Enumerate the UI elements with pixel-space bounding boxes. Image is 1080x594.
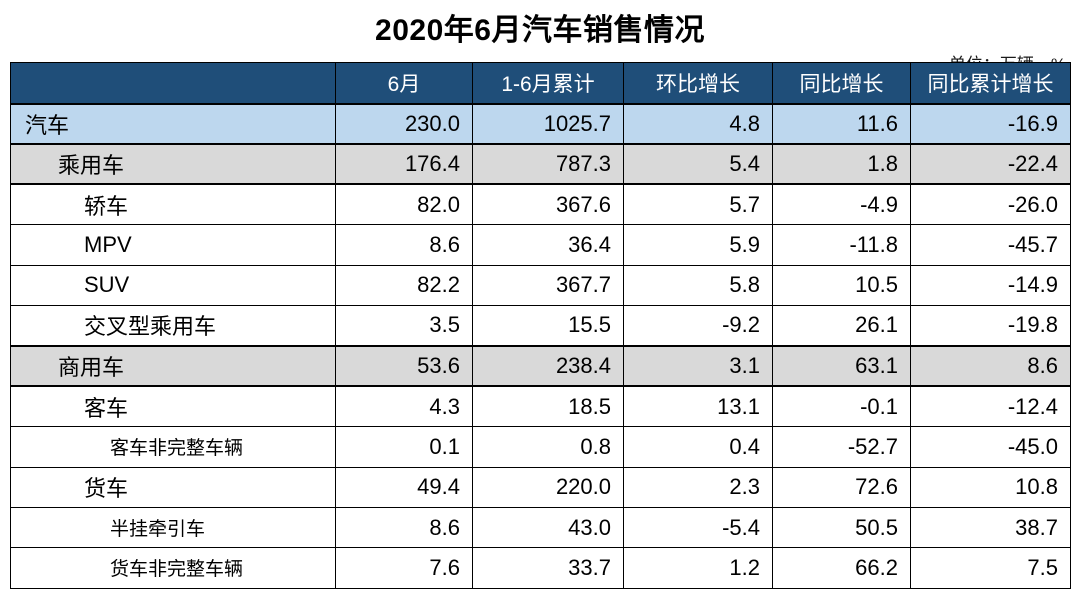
value-cell: 82.2: [335, 264, 473, 306]
value-cell: 5.9: [623, 224, 773, 266]
value-cell: 5.7: [623, 183, 773, 226]
value-cell: -9.2: [623, 304, 773, 347]
sales-table: 6月 1-6月累计 环比增长 同比增长 同比累计增长 汽车 230.0 1025…: [10, 62, 1071, 589]
value-cell: -19.8: [910, 304, 1071, 347]
table-row-mpv: MPV 8.6 36.4 5.9 -11.8 -45.7: [10, 224, 1071, 266]
value-cell: 72.6: [772, 466, 911, 508]
column-header-yoy-growth: 同比增长: [772, 62, 911, 104]
value-cell: 4.8: [623, 102, 773, 145]
value-cell: -11.8: [772, 224, 911, 266]
table-body: 汽车 230.0 1025.7 4.8 11.6 -16.9 乘用车 176.4…: [10, 102, 1071, 589]
value-cell: 26.1: [772, 304, 911, 347]
value-cell: 787.3: [472, 142, 624, 186]
table-row-passenger-vehicles: 乘用车 176.4 787.3 5.4 1.8 -22.4: [10, 142, 1071, 186]
value-cell: 10.8: [910, 466, 1071, 508]
value-cell: -12.4: [910, 385, 1071, 428]
value-cell: 230.0: [335, 102, 473, 145]
column-header-cumulative: 1-6月累计: [472, 62, 624, 104]
value-cell: 8.6: [335, 506, 473, 549]
value-cell: 238.4: [472, 344, 624, 388]
value-cell: -22.4: [910, 142, 1071, 186]
value-cell: 2.3: [623, 466, 773, 508]
row-label-cell: 乘用车: [10, 142, 336, 186]
column-header-mom-growth: 环比增长: [623, 62, 773, 104]
row-label-cell: SUV: [10, 264, 336, 306]
value-cell: 367.7: [472, 264, 624, 306]
value-cell: 15.5: [472, 304, 624, 347]
value-cell: 43.0: [472, 506, 624, 549]
value-cell: 7.6: [335, 547, 473, 589]
value-cell: 367.6: [472, 183, 624, 226]
table-row-autos-total: 汽车 230.0 1025.7 4.8 11.6 -16.9: [10, 102, 1071, 145]
value-cell: 82.0: [335, 183, 473, 226]
value-cell: 1.2: [623, 547, 773, 589]
row-label-cell: 半挂牵引车: [10, 506, 336, 549]
value-cell: 8.6: [910, 344, 1071, 388]
row-label-cell: MPV: [10, 224, 336, 266]
value-cell: -5.4: [623, 506, 773, 549]
value-cell: 38.7: [910, 506, 1071, 549]
value-cell: -14.9: [910, 264, 1071, 306]
value-cell: 4.3: [335, 385, 473, 428]
row-label-cell: 汽车: [10, 102, 336, 145]
row-label-cell: 货车非完整车辆: [10, 547, 336, 589]
value-cell: 66.2: [772, 547, 911, 589]
value-cell: 49.4: [335, 466, 473, 508]
table-row-truck: 货车 49.4 220.0 2.3 72.6 10.8: [10, 466, 1071, 508]
value-cell: 36.4: [472, 224, 624, 266]
table-row-truck-incomplete: 货车非完整车辆 7.6 33.7 1.2 66.2 7.5: [10, 547, 1071, 589]
column-header-blank: [10, 62, 336, 104]
value-cell: -45.7: [910, 224, 1071, 266]
value-cell: 18.5: [472, 385, 624, 428]
value-cell: -4.9: [772, 183, 911, 226]
value-cell: 5.8: [623, 264, 773, 306]
value-cell: 50.5: [772, 506, 911, 549]
value-cell: 3.1: [623, 344, 773, 388]
table-row-suv: SUV 82.2 367.7 5.8 10.5 -14.9: [10, 264, 1071, 306]
page-title: 2020年6月汽车销售情况: [375, 14, 705, 47]
row-label-cell: 客车: [10, 385, 336, 428]
row-label-cell: 商用车: [10, 344, 336, 388]
value-cell: 3.5: [335, 304, 473, 347]
table-row-bus-incomplete: 客车非完整车辆 0.1 0.8 0.4 -52.7 -45.0: [10, 426, 1071, 468]
value-cell: 13.1: [623, 385, 773, 428]
value-cell: 220.0: [472, 466, 624, 508]
value-cell: 5.4: [623, 142, 773, 186]
value-cell: -52.7: [772, 426, 911, 468]
table-header: 6月 1-6月累计 环比增长 同比增长 同比累计增长: [10, 62, 1071, 104]
column-header-yoy-cumulative-growth: 同比累计增长: [910, 62, 1071, 104]
value-cell: 53.6: [335, 344, 473, 388]
value-cell: -45.0: [910, 426, 1071, 468]
value-cell: -0.1: [772, 385, 911, 428]
value-cell: 8.6: [335, 224, 473, 266]
row-label-cell: 轿车: [10, 183, 336, 226]
value-cell: 176.4: [335, 142, 473, 186]
value-cell: 63.1: [772, 344, 911, 388]
value-cell: 7.5: [910, 547, 1071, 589]
table-row-crossover: 交叉型乘用车 3.5 15.5 -9.2 26.1 -19.8: [10, 304, 1071, 347]
value-cell: 33.7: [472, 547, 624, 589]
row-label-cell: 客车非完整车辆: [10, 426, 336, 468]
table-row-semi-trailer-tractor: 半挂牵引车 8.6 43.0 -5.4 50.5 38.7: [10, 506, 1071, 549]
column-header-june: 6月: [335, 62, 473, 104]
value-cell: 0.4: [623, 426, 773, 468]
value-cell: 1.8: [772, 142, 911, 186]
table-row-bus: 客车 4.3 18.5 13.1 -0.1 -12.4: [10, 385, 1071, 428]
header-row: 6月 1-6月累计 环比增长 同比增长 同比累计增长: [10, 62, 1071, 104]
value-cell: 0.8: [472, 426, 624, 468]
row-label-cell: 交叉型乘用车: [10, 304, 336, 347]
value-cell: 1025.7: [472, 102, 624, 145]
value-cell: -16.9: [910, 102, 1071, 145]
value-cell: 11.6: [772, 102, 911, 145]
value-cell: 0.1: [335, 426, 473, 468]
table-row-commercial-vehicles: 商用车 53.6 238.4 3.1 63.1 8.6: [10, 344, 1071, 388]
table-row-sedan: 轿车 82.0 367.6 5.7 -4.9 -26.0: [10, 183, 1071, 226]
value-cell: -26.0: [910, 183, 1071, 226]
row-label-cell: 货车: [10, 466, 336, 508]
value-cell: 10.5: [772, 264, 911, 306]
